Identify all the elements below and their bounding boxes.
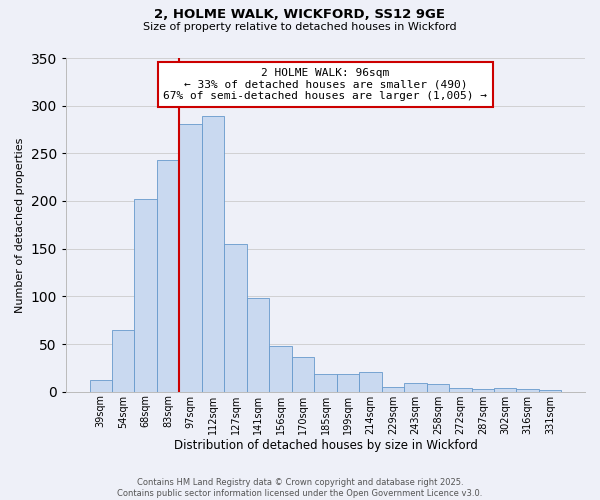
Bar [89,380,112,392]
Text: Contains HM Land Registry data © Crown copyright and database right 2025.
Contai: Contains HM Land Registry data © Crown c… [118,478,482,498]
Bar [247,298,269,392]
Bar [359,372,382,392]
Bar [517,389,539,392]
Bar [539,390,562,392]
Text: Size of property relative to detached houses in Wickford: Size of property relative to detached ho… [143,22,457,32]
Bar [269,346,292,392]
Bar [134,199,157,392]
Bar [179,124,202,392]
Bar [314,374,337,392]
Bar [382,387,404,392]
Bar [404,383,427,392]
Bar [427,384,449,392]
X-axis label: Distribution of detached houses by size in Wickford: Distribution of detached houses by size … [173,440,478,452]
Bar [112,330,134,392]
Bar [157,160,179,392]
Text: 2 HOLME WALK: 96sqm
← 33% of detached houses are smaller (490)
67% of semi-detac: 2 HOLME WALK: 96sqm ← 33% of detached ho… [163,68,487,101]
Bar [472,389,494,392]
Bar [337,374,359,392]
Bar [494,388,517,392]
Y-axis label: Number of detached properties: Number of detached properties [15,137,25,312]
Bar [292,358,314,392]
Bar [224,244,247,392]
Text: 2, HOLME WALK, WICKFORD, SS12 9GE: 2, HOLME WALK, WICKFORD, SS12 9GE [155,8,445,20]
Bar [449,388,472,392]
Bar [202,116,224,392]
